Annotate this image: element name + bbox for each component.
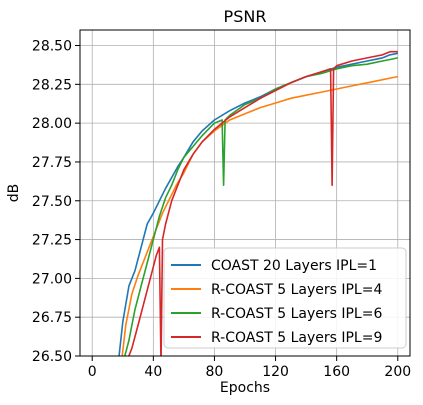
x-tick-label: 80	[206, 364, 224, 380]
grid-lines	[80, 30, 410, 357]
x-axis-ticks: 0 40 80 120 160 200	[88, 356, 411, 380]
x-tick-label: 120	[262, 364, 289, 380]
y-tick-label: 27.75	[32, 155, 72, 171]
x-tick-label: 40	[144, 364, 162, 380]
series-line-2	[121, 75, 398, 356]
x-axis-label: Epochs	[220, 380, 270, 396]
y-axis-label: dB	[6, 184, 22, 203]
y-tick-label: 28.25	[32, 77, 72, 93]
x-tick-label: 0	[88, 364, 97, 380]
series-layer	[118, 50, 398, 356]
y-axis-ticks: 26.50 26.75 27.00 27.25 27.50 27.75 28.00 28.25…	[32, 39, 80, 365]
y-tick-label: 28.00	[32, 116, 72, 132]
y-tick-label: 27.00	[32, 271, 72, 287]
legend-label-4: R-COAST 5 Layers IPL=9	[211, 330, 382, 346]
legend-label-1: COAST 20 Layers IPL=1	[211, 258, 377, 274]
legend-label-2: R-COAST 5 Layers IPL=4	[211, 282, 382, 298]
y-tick-label: 26.75	[32, 310, 72, 326]
legend-label-3: R-COAST 5 Layers IPL=6	[211, 306, 382, 322]
y-tick-label: 27.25	[32, 233, 72, 249]
series-line-3	[124, 57, 398, 356]
legend: COAST 20 Layers IPL=1 R-COAST 5 Layers IP…	[163, 247, 407, 349]
y-tick-label: 27.50	[32, 194, 72, 210]
series-line-1	[118, 52, 398, 356]
chart-title: PSNR	[224, 7, 267, 26]
y-tick-label: 28.50	[32, 39, 72, 55]
series-line-4	[127, 50, 398, 356]
y-tick-label: 26.50	[32, 349, 72, 365]
x-tick-label: 200	[384, 364, 411, 380]
x-tick-label: 160	[323, 364, 350, 380]
legend-box	[163, 247, 407, 349]
plot-frame	[79, 29, 411, 357]
